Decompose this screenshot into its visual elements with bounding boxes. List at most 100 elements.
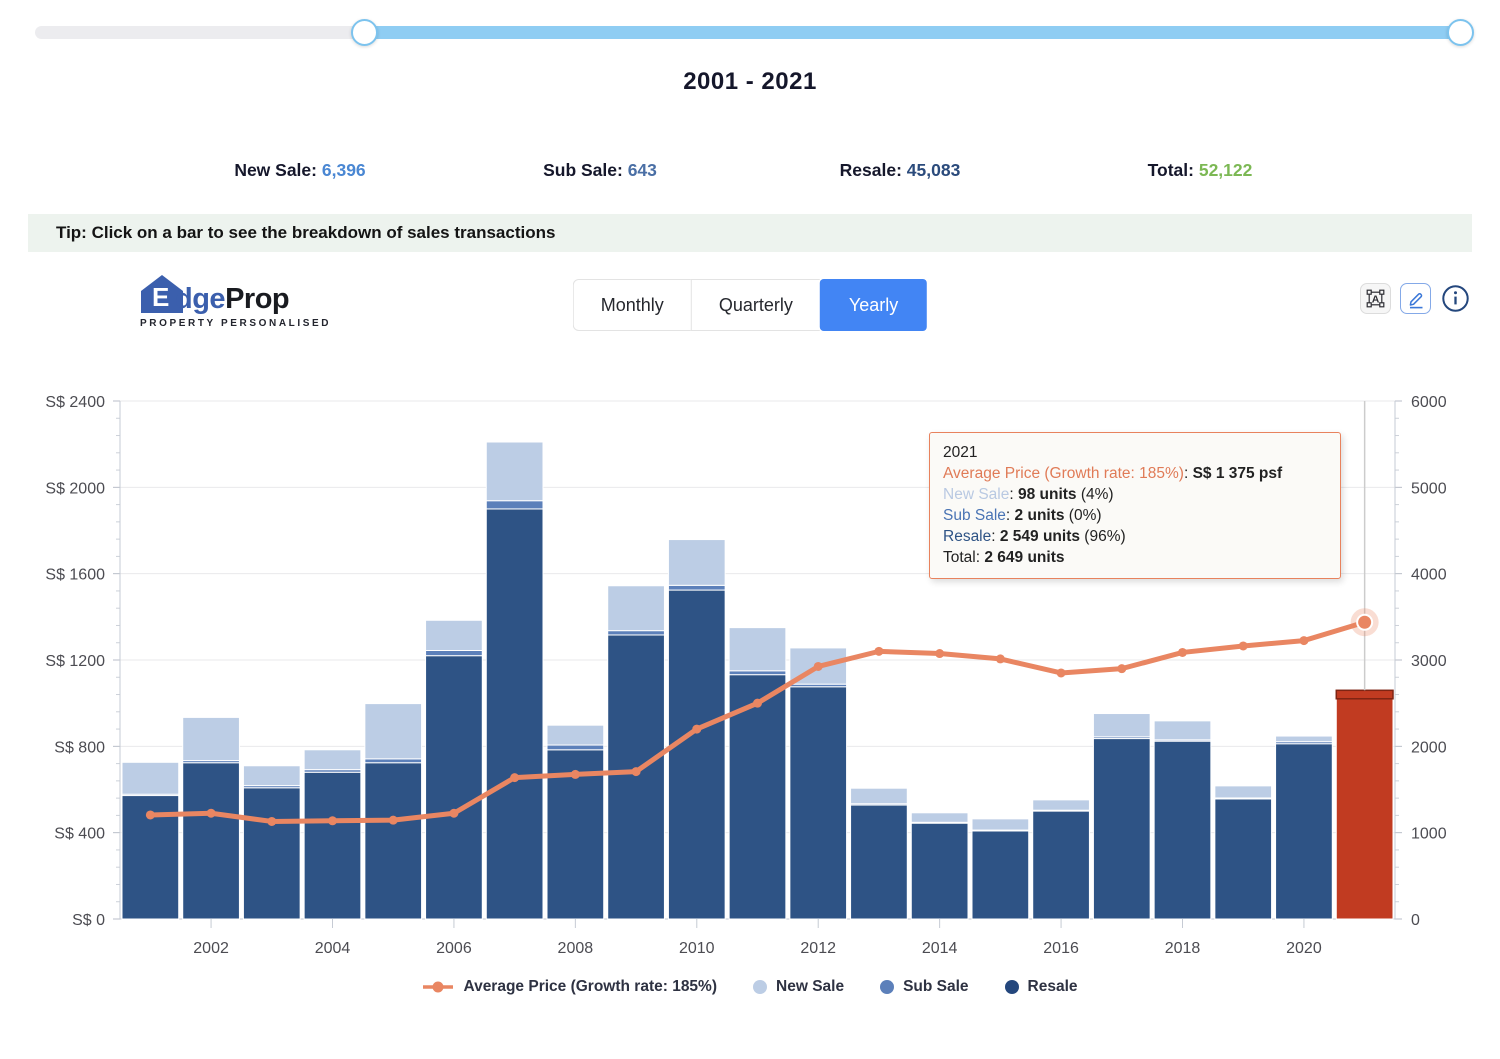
svg-text:2006: 2006 (436, 940, 472, 957)
edit-drawing-tool-button[interactable] (1400, 283, 1431, 314)
bar-segment-resale-2002[interactable] (182, 762, 240, 920)
bar-segment-resale-2004[interactable] (303, 771, 362, 920)
bar-segment-new-sale-2003[interactable] (242, 765, 301, 787)
summary-stats-row: New Sale: 6,396 Sub Sale: 643 Resale: 45… (150, 160, 1350, 181)
bar-segment-resale-2012[interactable] (789, 686, 848, 920)
bar-segment-new-sale-2016[interactable] (1032, 799, 1090, 811)
axis-labels: S$ 0 S$ 400 S$ 800 S$ 1200 S$ 1600 S$ 2000 S$ … (45, 394, 1446, 957)
svg-text:2012: 2012 (800, 940, 836, 957)
bar-segment-resale-2016[interactable] (1032, 810, 1090, 920)
year-range-slider-handle-left[interactable] (351, 19, 378, 46)
average-price-line-marker-icon (423, 981, 454, 993)
svg-text:S$ 400: S$ 400 (54, 826, 105, 843)
bar-segment-resale-2019[interactable] (1214, 798, 1273, 920)
stat-resale: Resale: 45,083 (750, 160, 1050, 181)
bar-segment-resale-2010[interactable] (667, 589, 726, 920)
legend-new-sale: New Sale (753, 978, 844, 996)
svg-text:4000: 4000 (1411, 567, 1447, 584)
edgeprop-logo: E dgeProp PROPERTY PERSONALISED (140, 274, 331, 329)
svg-text:2002: 2002 (193, 940, 229, 957)
new-sale-dot-icon (753, 980, 768, 994)
bar-segment-resale-2011[interactable] (728, 674, 787, 920)
bar-segment-resale-2013[interactable] (850, 804, 908, 920)
svg-text:E: E (152, 282, 169, 312)
bar-segment-new-sale-2006[interactable] (425, 619, 483, 652)
svg-text:2018: 2018 (1165, 940, 1201, 957)
svg-text:S$ 1200: S$ 1200 (45, 653, 105, 670)
bar-segment-resale-2009[interactable] (607, 634, 665, 920)
bar-segment-new-sale-2008[interactable] (546, 724, 605, 746)
bar-segment-resale-2003[interactable] (242, 787, 301, 920)
price-point-highlight[interactable] (1356, 613, 1374, 631)
tab-quarterly[interactable]: Quarterly (690, 279, 820, 331)
bar-segment-new-sale-2014[interactable] (910, 812, 969, 823)
bar-segment-resale-2007[interactable] (485, 508, 544, 920)
stat-resale-value: 45,083 (906, 160, 961, 180)
tip-banner: Tip: Click on a bar to see the breakdown… (28, 214, 1472, 252)
year-range-slider-selected-range[interactable] (365, 26, 1461, 39)
tab-yearly[interactable]: Yearly (819, 279, 928, 331)
bar-segment-new-sale-2015[interactable] (971, 818, 1030, 831)
edgeprop-house-icon: E (141, 275, 183, 313)
bar-segment-new-sale-2020[interactable] (1275, 735, 1333, 743)
bar-segment-resale-2006[interactable] (425, 655, 483, 920)
legend-resale: Resale (1004, 978, 1078, 996)
tab-monthly[interactable]: Monthly (572, 279, 691, 331)
bar-segment-new-sale-2004[interactable] (303, 749, 362, 771)
bar-segment-resale-2018[interactable] (1153, 740, 1212, 920)
year-range-slider-handle-right[interactable] (1447, 19, 1474, 46)
svg-text:2010: 2010 (679, 940, 715, 957)
bar-segment-sub-sale-2011[interactable] (728, 670, 787, 676)
chart-legend: Average Price (Growth rate: 185%) New Sa… (0, 978, 1500, 996)
bar-segment-sub-sale-2008[interactable] (546, 744, 605, 751)
info-button[interactable] (1440, 283, 1471, 314)
bar-segment-resale-2015[interactable] (971, 830, 1030, 920)
bar-segment-sub-sale-2006[interactable] (425, 650, 483, 657)
chart-toolbar: A (1360, 283, 1471, 314)
bar-segment-new-sale-2009[interactable] (607, 585, 665, 632)
bar-segment-new-sale-2018[interactable] (1153, 720, 1212, 741)
tooltip-year: 2021 (943, 444, 978, 461)
bar-segment-sub-sale-2010[interactable] (667, 584, 726, 591)
bar-segment-resale-2021[interactable] (1335, 698, 1394, 920)
bar-segment-sub-sale-2005[interactable] (364, 758, 423, 764)
svg-text:2016: 2016 (1043, 940, 1079, 957)
stat-sub-sale: Sub Sale: 643 (450, 160, 750, 181)
page-title: 2001 - 2021 (683, 68, 817, 95)
stat-total-label: Total: (1147, 160, 1194, 180)
bar-segment-new-sale-2017[interactable] (1092, 713, 1151, 738)
bar-segment-resale-2005[interactable] (364, 762, 423, 920)
bar-segment-sub-sale-2007[interactable] (485, 500, 544, 510)
stat-sub-sale-value: 643 (627, 160, 657, 180)
bar-segment-new-sale-2019[interactable] (1214, 785, 1273, 799)
legend-sub-sale-label: Sub Sale (903, 978, 969, 995)
period-toggle-group: Monthly Quarterly Yearly (572, 279, 928, 331)
resale-dot-icon (1004, 980, 1019, 994)
bar-segment-new-sale-2002[interactable] (182, 716, 240, 762)
stat-sub-sale-label: Sub Sale: (543, 160, 623, 180)
bar-segment-resale-2017[interactable] (1092, 738, 1151, 920)
legend-average-price-label: Average Price (Growth rate: 185%) (463, 978, 718, 995)
bar-segment-resale-2014[interactable] (910, 822, 969, 920)
stat-resale-label: Resale: (839, 160, 902, 180)
bar-segment-new-sale-2005[interactable] (364, 703, 423, 760)
svg-text:2008: 2008 (558, 940, 594, 957)
bar-segment-sub-sale-2009[interactable] (607, 630, 665, 636)
bar-segment-new-sale-2007[interactable] (485, 441, 544, 502)
bar-segment-new-sale-2011[interactable] (728, 627, 787, 672)
svg-text:S$ 1600: S$ 1600 (45, 567, 105, 584)
bar-segment-new-sale-2001[interactable] (121, 761, 180, 795)
svg-text:2014: 2014 (922, 940, 958, 957)
pencil-edit-icon (1409, 292, 1422, 308)
annotation-text-tool-button[interactable]: A (1360, 283, 1391, 314)
edgeprop-logo-text: dgeProp (175, 283, 290, 315)
stat-total: Total: 52,122 (1050, 160, 1350, 181)
bar-segment-new-sale-2021[interactable] (1335, 689, 1394, 700)
bar-segment-new-sale-2010[interactable] (667, 539, 726, 586)
legend-sub-sale: Sub Sale (880, 978, 969, 996)
bar-segment-resale-2020[interactable] (1275, 743, 1333, 920)
edgeprop-logo-tagline: PROPERTY PERSONALISED (140, 318, 332, 329)
svg-text:3000: 3000 (1411, 653, 1447, 670)
bar-segment-new-sale-2013[interactable] (850, 787, 908, 805)
